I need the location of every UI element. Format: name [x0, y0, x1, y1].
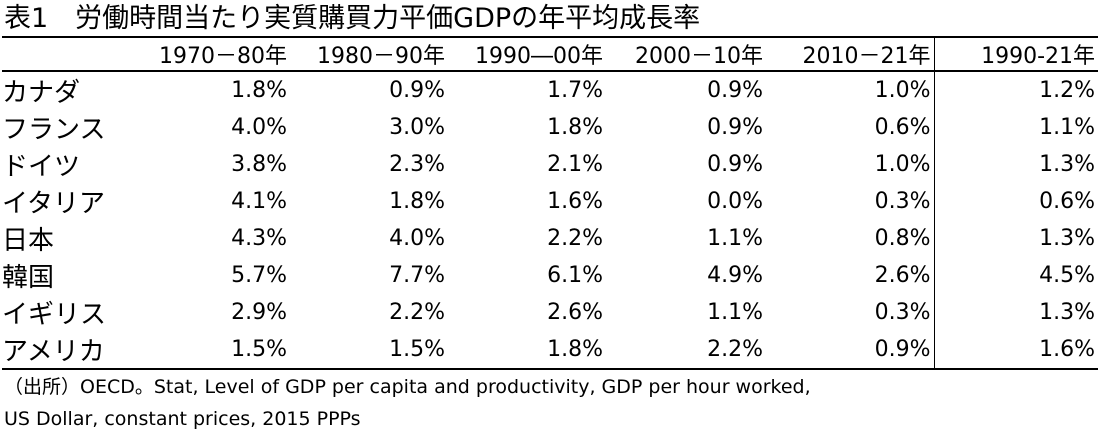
table-row: アメリカ 1.5% 1.5% 1.8% 2.2% 0.9% 1.6%: [2, 331, 1098, 370]
header-1990-00: 1990―00年: [448, 36, 606, 72]
value-cell: 1.0%: [766, 146, 935, 183]
value-cell: 1.3%: [1039, 152, 1095, 177]
value-cell: 2.2%: [547, 226, 603, 251]
header-country-cell: [2, 36, 130, 72]
value-cell: 1.3%: [1039, 300, 1095, 325]
table-body: カナダ 1.8% 0.9% 1.7% 0.9% 1.0% 1.2% フランス 4.0% 3.0% 1…: [2, 71, 1098, 370]
value-cell: 0.9%: [707, 115, 763, 140]
value-cell: 0.9%: [707, 78, 763, 103]
value-cell: 1.8%: [448, 331, 606, 370]
value-cell: 1.5%: [290, 331, 448, 370]
value-cell: 4.9%: [707, 263, 763, 288]
table-row: イギリス 2.9% 2.2% 2.6% 1.1% 0.3% 1.3%: [2, 294, 1098, 331]
value-cell: 1.2%: [1039, 78, 1095, 103]
growth-rate-table: 1970－80年 1980－90年 1990―00年 2000－10年 2010…: [2, 36, 1098, 370]
header-1980-90: 1980－90年: [290, 36, 448, 72]
value-cell: 4.5%: [1039, 263, 1095, 288]
table-row: 日本 4.3% 4.0% 2.2% 1.1% 0.8% 1.3%: [2, 220, 1098, 257]
value-cell: 0.3%: [766, 294, 935, 331]
value-cell: 1.8%: [547, 115, 603, 140]
value-cell: 1.0%: [766, 71, 935, 109]
country-cell: 日本: [2, 226, 55, 256]
value-cell: 4.0%: [231, 115, 287, 140]
country-cell: カナダ: [2, 78, 81, 108]
value-cell: 0.3%: [766, 183, 935, 220]
country-cell: 韓国: [2, 263, 55, 293]
value-cell: 1.1%: [707, 226, 763, 251]
country-cell: イタリア: [2, 189, 105, 219]
value-cell: 1.8%: [231, 78, 287, 103]
value-cell: 0.9%: [707, 152, 763, 177]
source-note-line-2: US Dollar, constant prices, 2015 PPPs: [4, 408, 361, 430]
country-cell: フランス: [2, 115, 106, 145]
value-cell: 1.7%: [547, 78, 603, 103]
table-row: カナダ 1.8% 0.9% 1.7% 0.9% 1.0% 1.2%: [2, 71, 1098, 109]
value-cell: 4.0%: [389, 226, 445, 251]
value-cell: 1.5%: [130, 331, 290, 370]
value-cell: 0.6%: [1039, 189, 1095, 214]
value-cell: 1.3%: [1039, 226, 1095, 251]
table-title: 表1 労働時間当たり実質購買力平価GDPの年平均成長率: [4, 3, 701, 34]
table-row: フランス 4.0% 3.0% 1.8% 0.9% 0.6% 1.1%: [2, 109, 1098, 146]
value-cell: 2.3%: [389, 152, 445, 177]
value-cell: 2.2%: [389, 300, 445, 325]
source-note-line-1: （出所）OECD。Stat, Level of GDP per capita a…: [4, 376, 811, 398]
value-cell: 1.1%: [707, 300, 763, 325]
value-cell: 2.9%: [231, 300, 287, 325]
value-cell: 4.3%: [231, 226, 287, 251]
value-cell: 0.9%: [389, 78, 445, 103]
value-cell: 1.6%: [547, 189, 603, 214]
header-1990-21: 1990-21年: [934, 36, 1098, 72]
country-cell: ドイツ: [2, 152, 81, 182]
value-cell: 0.6%: [766, 109, 935, 146]
country-cell: アメリカ: [2, 331, 130, 370]
table-row: イタリア 4.1% 1.8% 1.6% 0.0% 0.3% 0.6%: [2, 183, 1098, 220]
value-cell: 2.1%: [547, 152, 603, 177]
value-cell: 1.8%: [389, 189, 445, 214]
header-2010-21: 2010－21年: [766, 36, 935, 72]
value-cell: 3.8%: [231, 152, 287, 177]
value-cell: 2.2%: [606, 331, 766, 370]
value-cell: 6.1%: [547, 263, 603, 288]
header-2000-10: 2000－10年: [606, 36, 766, 72]
value-cell: 7.7%: [389, 263, 445, 288]
table-header-row: 1970－80年 1980－90年 1990―00年 2000－10年 2010…: [2, 36, 1098, 72]
table-row: 韓国 5.7% 7.7% 6.1% 4.9% 2.6% 4.5%: [2, 257, 1098, 294]
value-cell: 1.6%: [934, 331, 1098, 370]
value-cell: 2.6%: [766, 257, 935, 294]
value-cell: 0.9%: [766, 331, 935, 370]
value-cell: 5.7%: [231, 263, 287, 288]
value-cell: 4.1%: [231, 189, 287, 214]
header-1970-80: 1970－80年: [130, 36, 290, 72]
country-cell: イギリス: [2, 300, 107, 330]
value-cell: 1.1%: [1039, 115, 1095, 140]
value-cell: 3.0%: [389, 115, 445, 140]
value-cell: 0.8%: [766, 220, 935, 257]
table-row: ドイツ 3.8% 2.3% 2.1% 0.9% 1.0% 1.3%: [2, 146, 1098, 183]
value-cell: 2.6%: [547, 300, 603, 325]
value-cell: 0.0%: [707, 189, 763, 214]
